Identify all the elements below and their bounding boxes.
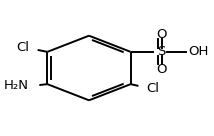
Text: O: O — [156, 28, 167, 41]
Text: Cl: Cl — [147, 82, 160, 95]
Text: OH: OH — [189, 45, 209, 58]
Text: S: S — [158, 45, 166, 58]
Text: Cl: Cl — [16, 41, 29, 54]
Text: O: O — [156, 63, 167, 76]
Text: H₂N: H₂N — [3, 79, 28, 92]
